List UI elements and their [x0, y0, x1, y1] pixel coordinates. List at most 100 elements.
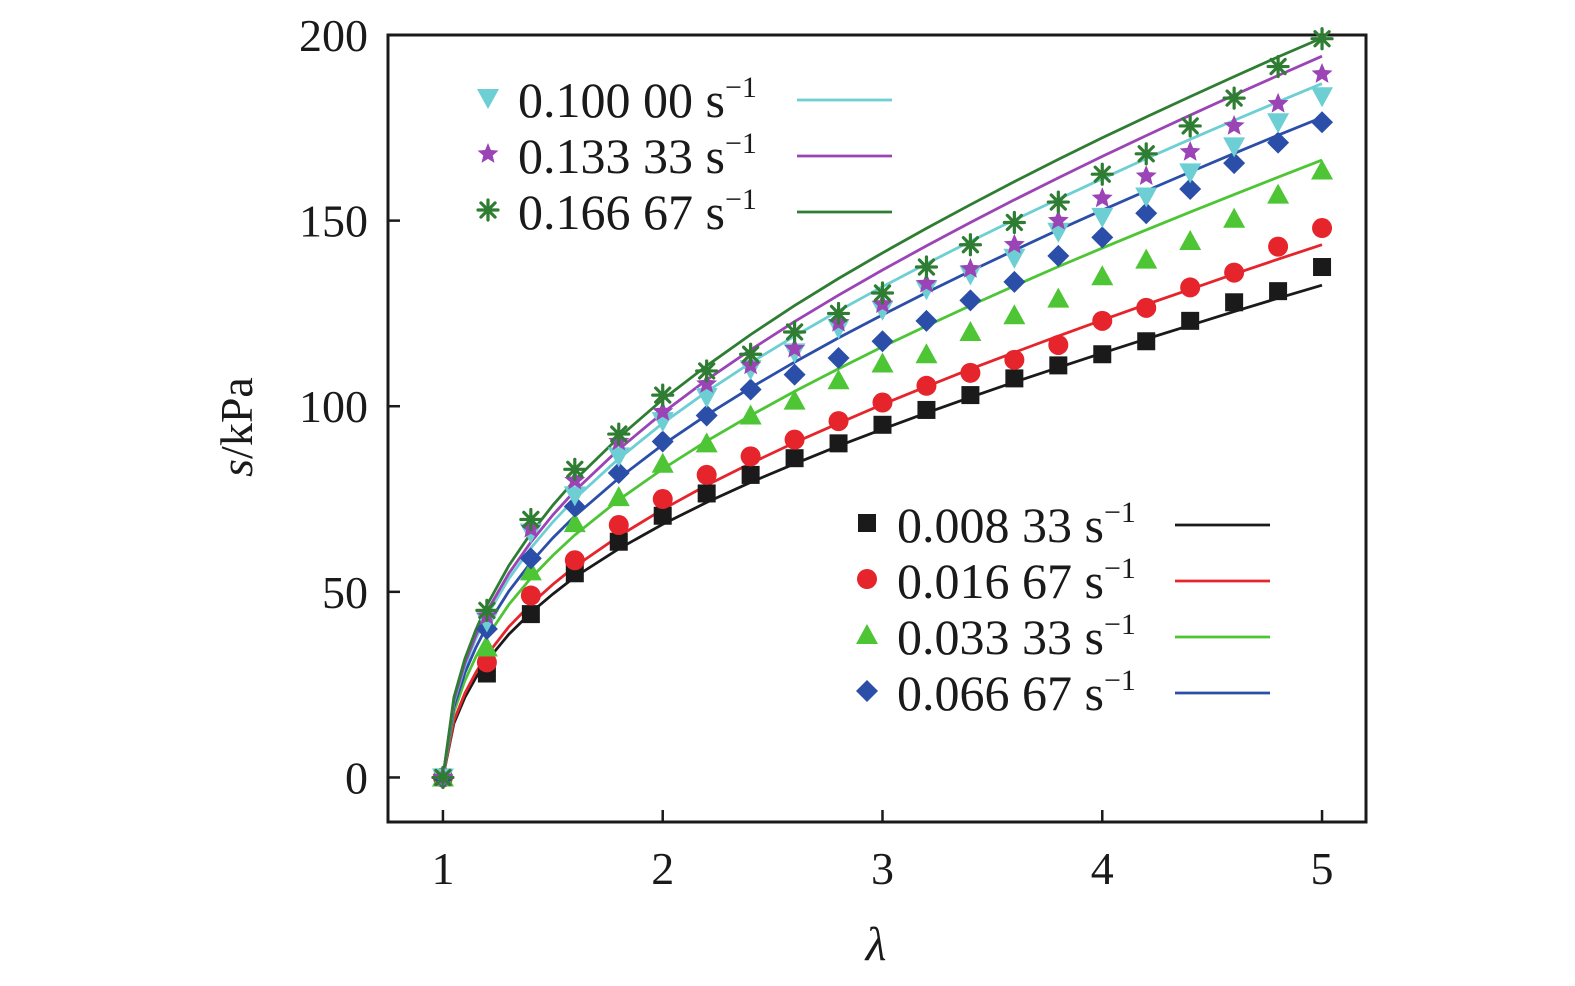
data-point [1091, 207, 1114, 228]
data-point [1310, 27, 1334, 51]
data-point [521, 605, 540, 624]
data-point [1048, 334, 1069, 355]
x-tick-label: 2 [651, 843, 674, 894]
data-point [785, 449, 804, 468]
legend-marker [477, 143, 499, 163]
data-point [916, 375, 937, 396]
x-axis-ticks: 1 2 3 4 5 [431, 810, 1334, 894]
x-tick-label: 5 [1311, 843, 1334, 894]
data-point [959, 265, 982, 286]
legend-rate: 0.133 33 s [518, 128, 725, 184]
data-point [871, 300, 894, 321]
y-tick-label: 100 [299, 381, 368, 432]
data-point [695, 432, 718, 453]
data-point [1047, 209, 1069, 230]
legend-marker [856, 624, 878, 644]
data-point [784, 429, 805, 450]
legend: 0.100 00 s−10.133 33 s−10.166 67 s−1 0.00… [476, 71, 1270, 721]
data-point [1047, 287, 1070, 308]
legend-top-left: 0.100 00 s−10.133 33 s−10.166 67 s−1 [476, 71, 892, 240]
y-axis-label-unit: /kPa [211, 377, 262, 459]
data-point [871, 330, 894, 353]
legend-marker [477, 89, 499, 109]
legend-marker [856, 680, 878, 702]
data-point [1311, 159, 1334, 180]
data-point [783, 389, 806, 410]
legend-label: 0.016 67 s−1 [897, 552, 1136, 609]
x-tick-label: 4 [1091, 843, 1114, 894]
data-point [1092, 310, 1113, 331]
y-tick-label: 200 [299, 10, 368, 61]
legend-label: 0.033 33 s−1 [897, 608, 1136, 665]
data-point [1223, 115, 1245, 135]
legend-unit-exponent: −1 [1104, 608, 1136, 641]
legend-unit-exponent: −1 [725, 71, 757, 104]
data-point [652, 489, 673, 510]
data-point [1090, 162, 1114, 186]
legend-unit-exponent: −1 [1104, 552, 1136, 585]
legend-label: 0.133 33 s−1 [518, 127, 757, 184]
data-point [607, 486, 630, 507]
data-point [519, 547, 542, 570]
data-point [476, 652, 497, 673]
data-point [1224, 262, 1245, 283]
series-markers-0-166-67 [431, 27, 1334, 790]
data-point [431, 765, 455, 790]
data-point [1047, 244, 1070, 267]
data-point [1002, 210, 1026, 235]
data-point [1135, 248, 1158, 269]
data-point [1091, 265, 1114, 286]
data-point [1312, 218, 1333, 239]
data-point [784, 337, 805, 358]
data-point [1136, 297, 1157, 318]
data-point [958, 233, 983, 257]
legend-unit-exponent: −1 [1104, 496, 1136, 529]
data-point [520, 585, 541, 606]
legend-rate: 0.008 33 s [897, 497, 1104, 553]
data-point [1311, 111, 1334, 134]
fit-line-0-166-67 [441, 36, 1323, 778]
plot-frame [386, 33, 1368, 824]
data-point [1135, 165, 1157, 185]
data-point [563, 457, 587, 481]
data-point [872, 392, 893, 413]
data-point [914, 255, 939, 279]
x-axis-label: λ [864, 918, 887, 971]
data-point [1179, 230, 1202, 251]
legend-rate: 0.166 67 s [518, 184, 725, 240]
plot-area [386, 33, 1368, 824]
data-point [695, 404, 718, 427]
data-point [1003, 304, 1026, 325]
data-point [1266, 54, 1290, 79]
data-point [959, 320, 982, 341]
data-point [959, 257, 981, 278]
data-point [695, 387, 718, 408]
data-point [696, 373, 718, 393]
data-point [1267, 183, 1290, 204]
data-point [740, 446, 761, 467]
data-point [1003, 248, 1026, 269]
x-tick-label: 3 [871, 843, 894, 894]
legend-bottom-right: 0.008 33 s−10.016 67 s−10.033 33 s−10.06… [856, 496, 1270, 721]
data-point [741, 465, 760, 484]
data-point [739, 404, 762, 425]
data-point [1179, 178, 1202, 201]
data-point [1046, 190, 1070, 214]
data-point [1268, 236, 1289, 257]
data-point [1135, 202, 1158, 225]
data-point [1180, 277, 1201, 298]
legend-unit-exponent: −1 [725, 127, 757, 160]
data-point [1003, 270, 1026, 293]
data-point [1093, 345, 1112, 364]
legend-rate: 0.016 67 s [897, 553, 1104, 609]
data-point [1091, 226, 1114, 249]
legend-marker [476, 198, 500, 222]
data-point [739, 378, 762, 401]
data-point [873, 415, 892, 434]
legend-unit-exponent: −1 [1104, 664, 1136, 697]
data-point [607, 462, 630, 485]
legend-marker [858, 514, 876, 532]
legend-marker [857, 569, 877, 589]
data-point [609, 532, 628, 551]
data-point [1179, 163, 1202, 184]
